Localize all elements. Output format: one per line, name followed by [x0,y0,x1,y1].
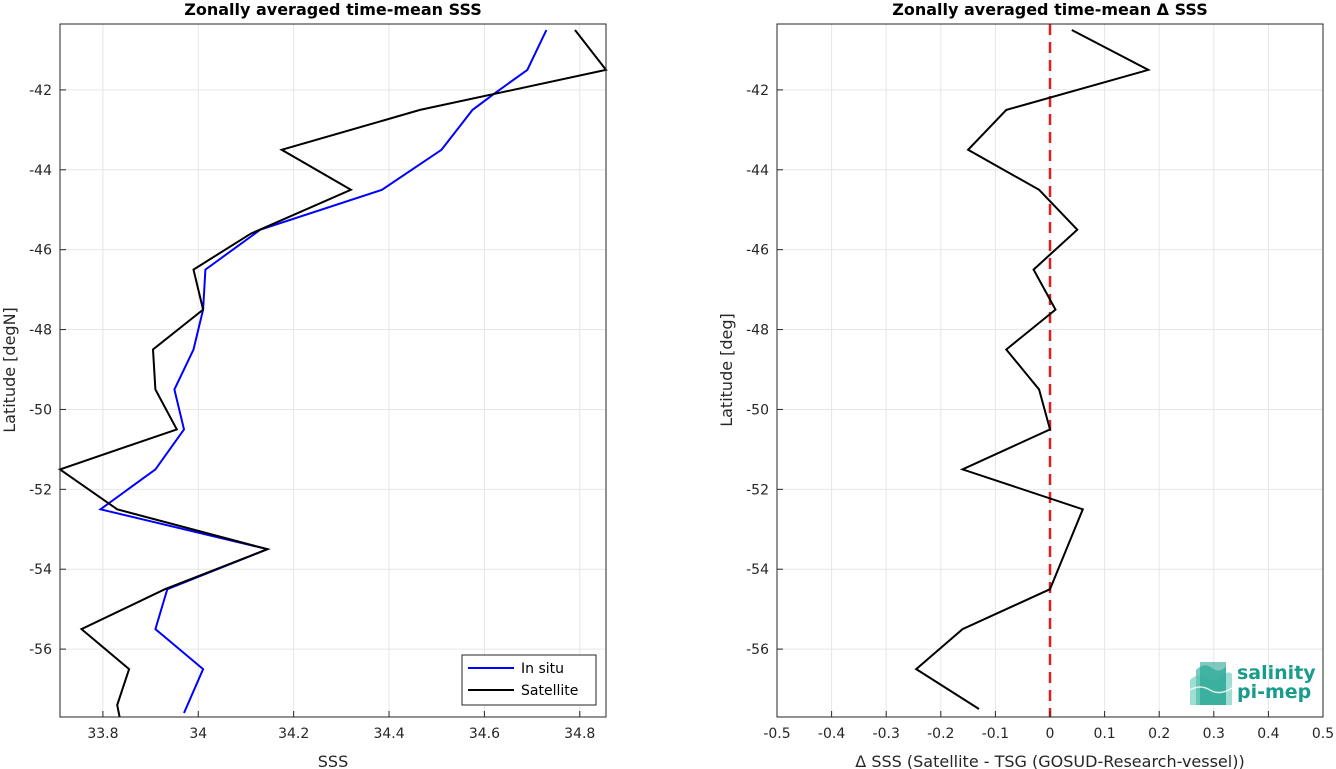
delta-x-tick-label: 0.4 [1257,726,1279,742]
sss-legend: In situ Satellite [461,654,597,706]
sss-title: Zonally averaged time-mean SSS [184,0,482,19]
delta-y-tick-label: -42 [746,83,769,99]
delta-sss-panel: -0.5 -0.4 -0.3 -0.2 -0.1 0 0.1 0.2 0.3 0.4 0.5 -56… [717,0,1334,769]
delta-x-tick-label: -0.5 [763,726,790,742]
sss-series [57,29,608,718]
delta-x-tick-label: 0 [1046,726,1055,742]
sss-x-tick-label: 34.4 [373,726,404,742]
sss-x-tick-label: 34 [189,726,207,742]
delta-x-tick-label: -0.4 [818,726,845,742]
delta-x-tick-label: 0.1 [1093,726,1115,742]
delta-title: Zonally averaged time-mean Δ SSS [892,0,1208,19]
delta-y-tick-label: -46 [746,243,769,259]
logo-text-line2: pi-mep [1237,681,1311,703]
legend-label-in-situ: In situ [521,661,564,677]
sss-y-tick-label: -44 [29,163,52,179]
sss-y-tick-label: -56 [29,642,52,658]
delta-x-tick-label: 0.3 [1203,726,1225,742]
delta-x-tick-label: -0.2 [927,726,954,742]
sss-x-tick-label: 34.8 [564,726,595,742]
delta-y-tick-label: -50 [746,402,769,418]
delta-y-tick-label: -48 [746,323,769,339]
logo-text-line1: salinity [1237,662,1316,684]
sss-y-ticks: -56 -54 -52 -50 -48 -46 -44 -42 [29,83,66,658]
sss-x-tick-label: 34.2 [278,726,309,742]
delta-y-tick-label: -52 [746,482,769,498]
sss-plot-area [60,24,606,717]
delta-x-ticks: -0.5 -0.4 -0.3 -0.2 -0.1 0 0.1 0.2 0.3 0.4 0.5 [763,711,1334,742]
sss-x-tick-label: 33.8 [87,726,118,742]
salinity-pi-mep-logo: salinity pi-mep [1189,662,1316,705]
sss-y-tick-label: -52 [29,482,52,498]
sss-y-tick-label: -50 [29,402,52,418]
delta-x-tick-label: -0.1 [982,726,1009,742]
delta-line-series-0 [914,29,1151,710]
delta-y-tick-label: -44 [746,163,769,179]
delta-series [914,29,1151,710]
delta-x-tick-label: -0.3 [873,726,900,742]
delta-y-axis-label: Latitude [deg] [717,313,736,427]
sss-y-tick-label: -42 [29,83,52,99]
sss-line-satellite [57,29,608,718]
sss-panel: 33.8 34 34.2 34.4 34.6 34.8 -56 -54 -52 -50 -48 -4… [0,0,608,769]
delta-x-tick-label: 0.2 [1148,726,1170,742]
delta-x-axis-label: Δ SSS (Satellite - TSG (GOSUD-Research-v… [855,752,1244,769]
sss-y-tick-label: -46 [29,243,52,259]
legend-label-satellite: Satellite [521,683,578,699]
delta-x-tick-label: 0.5 [1312,726,1334,742]
wave-icon [1189,662,1233,705]
delta-y-tick-label: -54 [746,562,769,578]
legend-box [461,654,597,706]
sss-axes-box [59,23,607,718]
sss-y-tick-label: -48 [29,323,52,339]
delta-y-tick-label: -56 [746,642,769,658]
sss-x-axis-label: SSS [318,752,348,769]
sss-x-ticks: 33.8 34 34.2 34.4 34.6 34.8 [87,711,595,742]
delta-y-ticks: -56 -54 -52 -50 -48 -46 -44 -42 [746,83,783,658]
sss-x-tick-label: 34.6 [469,726,500,742]
sss-y-tick-label: -54 [29,562,52,578]
sss-y-axis-label: Latitude [degN] [0,307,19,433]
